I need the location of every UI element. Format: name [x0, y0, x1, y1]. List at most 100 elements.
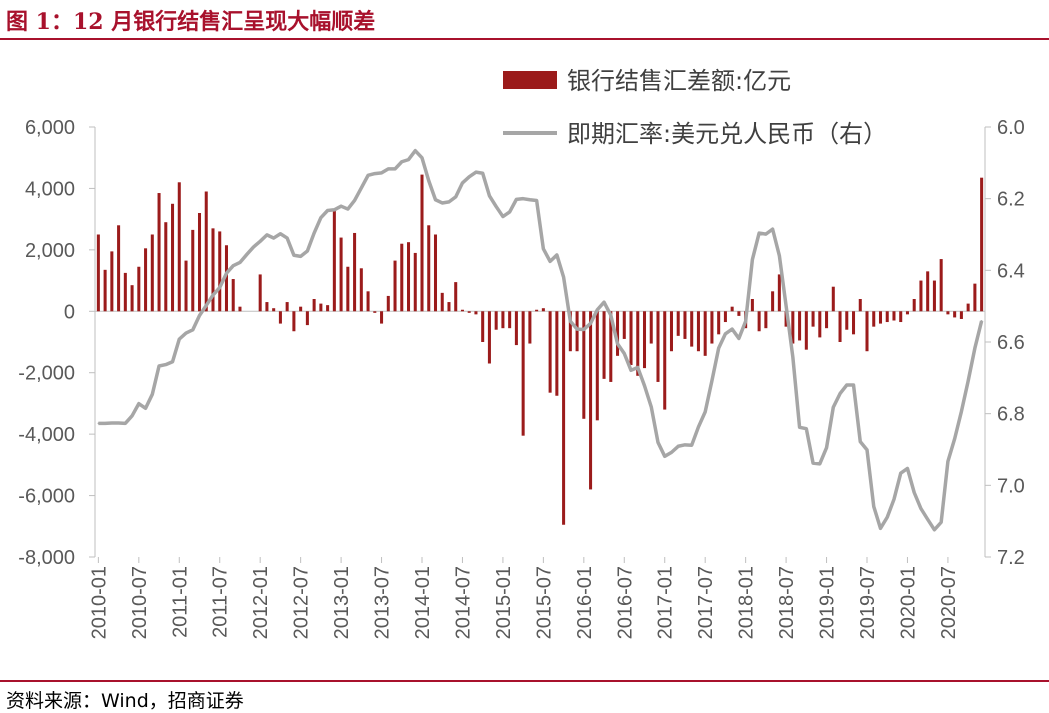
line-point: [448, 201, 450, 203]
line-point: [367, 174, 369, 177]
bar: [521, 311, 525, 436]
right-tick-label: 6.8: [997, 404, 1025, 426]
bar: [508, 311, 512, 329]
bar: [912, 299, 916, 312]
right-tick-label: 6.6: [997, 332, 1025, 354]
line-point: [792, 356, 794, 358]
bar: [460, 309, 464, 312]
x-tick-label: 2014-07: [452, 566, 474, 639]
bar: [737, 311, 741, 316]
line-point: [980, 320, 983, 322]
bar: [946, 311, 950, 315]
line-point: [394, 168, 396, 170]
line-point: [819, 463, 821, 465]
line-point: [191, 329, 194, 331]
line-point: [488, 195, 491, 197]
bar: [400, 243, 404, 312]
bar: [811, 311, 815, 327]
bar: [150, 234, 154, 312]
bar: [919, 280, 923, 312]
bar: [144, 248, 148, 312]
x-tick-label: 2010-07: [129, 566, 151, 639]
line-point: [313, 232, 315, 234]
line-point: [899, 472, 902, 474]
right-tick-label: 6.4: [997, 260, 1025, 282]
line-point: [387, 168, 390, 170]
line-point: [785, 305, 787, 307]
bar: [669, 311, 673, 352]
line-point: [879, 527, 882, 530]
bar: [501, 311, 505, 329]
bar: [433, 234, 438, 312]
bar: [535, 309, 539, 312]
line-point: [286, 237, 288, 239]
tick-labels: -8,000 -6,000 -4,000 -2,000 0 2,000 4,000 6,000…: [18, 117, 1025, 639]
line-point: [475, 171, 477, 173]
line-point: [825, 446, 828, 449]
bar: [366, 291, 370, 312]
x-tick-label: 2013-01: [331, 566, 353, 639]
bar: [353, 232, 357, 312]
line-point: [562, 276, 565, 278]
bar: [171, 203, 175, 312]
line-point: [751, 258, 754, 261]
line-point: [549, 260, 551, 263]
legend: 银行结售汇差额:亿元 即期汇率:美元兑人民币（右）: [503, 67, 887, 148]
line-point: [758, 232, 760, 234]
line-point: [468, 176, 471, 178]
bar: [130, 285, 134, 312]
bar: [973, 283, 977, 312]
line-point: [778, 254, 781, 257]
line-point: [832, 406, 835, 409]
x-tick-label: 2017-07: [695, 566, 717, 639]
line-series: [97, 148, 984, 532]
bar: [373, 311, 377, 313]
title-rule: [0, 38, 1049, 40]
bar: [872, 311, 876, 327]
left-tick-label: 0: [64, 301, 75, 323]
line-point: [171, 360, 174, 363]
bar: [184, 260, 188, 312]
line-point: [765, 233, 767, 235]
line-point: [920, 507, 922, 510]
line-point: [913, 491, 915, 494]
bar: [218, 231, 222, 312]
line-point: [535, 199, 538, 202]
line-point: [347, 208, 349, 210]
bar: [764, 311, 768, 329]
line-point: [111, 422, 113, 424]
line-point: [967, 380, 969, 382]
bar: [609, 311, 613, 382]
bar: [332, 209, 336, 312]
bar: [878, 311, 883, 324]
line-point: [623, 352, 626, 355]
bar: [683, 311, 687, 339]
line-point: [670, 451, 673, 454]
bar: [103, 269, 107, 312]
bar: [663, 311, 667, 410]
bar: [481, 311, 485, 342]
bar: [299, 306, 303, 312]
line-point: [845, 384, 848, 386]
bar: [420, 174, 424, 312]
bar: [696, 311, 700, 352]
bar: [642, 311, 647, 369]
line-point: [974, 347, 976, 349]
bar: [966, 303, 970, 312]
line-point: [225, 272, 228, 275]
line-point: [117, 422, 120, 424]
line-point: [353, 199, 356, 202]
x-tick-label: 2017-01: [655, 566, 677, 639]
bar: [487, 311, 491, 364]
bar: [474, 311, 478, 315]
line-point: [259, 240, 261, 243]
bar: [568, 311, 572, 352]
line-point: [151, 393, 154, 396]
bar: [798, 311, 802, 341]
bar: [616, 311, 620, 356]
x-tick-label: 2020-01: [897, 566, 919, 639]
bar: [197, 213, 202, 312]
line-point: [97, 422, 100, 425]
bar: [407, 242, 411, 312]
x-tick-label: 2012-07: [291, 566, 313, 639]
